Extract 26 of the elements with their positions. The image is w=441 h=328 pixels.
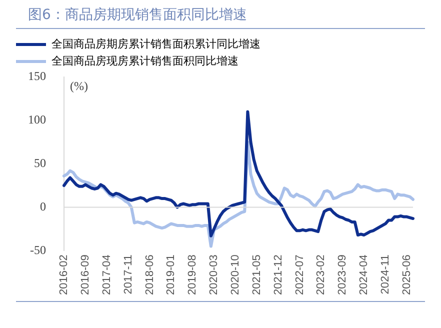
x-tick-label: 2021-12 — [272, 254, 284, 296]
x-tick-label: 2021-05 — [250, 254, 263, 296]
x-tick-label: 2023-02 — [315, 254, 328, 296]
x-tick-label: 2022-07 — [294, 254, 306, 296]
chart-title: 图6：商品房期现销售面积同比增速 — [16, 6, 425, 29]
x-tick-label: 2024-11 — [379, 254, 392, 294]
x-tick-label: 2025-06 — [400, 254, 413, 296]
x-tick-label: 2020-10 — [229, 254, 242, 296]
x-tick-label: 2020-03 — [208, 254, 220, 296]
x-tick-label: 2017-11 — [122, 254, 134, 294]
x-tick-label: 2024-04 — [358, 254, 370, 296]
y-tick-label: -50 — [30, 242, 46, 257]
x-tick-label: 2016-09 — [79, 254, 92, 296]
legend-label: 全国商品房期房累计销售面积累计同比增速 — [52, 38, 260, 51]
x-tick-label: 2016-02 — [58, 254, 70, 296]
x-tick-label: 2023-09 — [336, 254, 349, 296]
y-tick-label: 150 — [28, 69, 46, 84]
x-tick-label: 2019-08 — [186, 254, 199, 296]
y-tick-label: 100 — [28, 112, 46, 127]
y-axis-title: (%) — [70, 79, 88, 94]
x-tick-label: 2018-06 — [144, 254, 156, 296]
x-tick-label: 2019-01 — [165, 254, 178, 296]
y-tick-label: 0 — [40, 199, 46, 214]
y-tick-label: 50 — [34, 156, 46, 170]
legend-label: 全国商品房现房累计销售面积同比增速 — [52, 54, 238, 68]
x-tick-label: 2017-04 — [100, 254, 113, 296]
